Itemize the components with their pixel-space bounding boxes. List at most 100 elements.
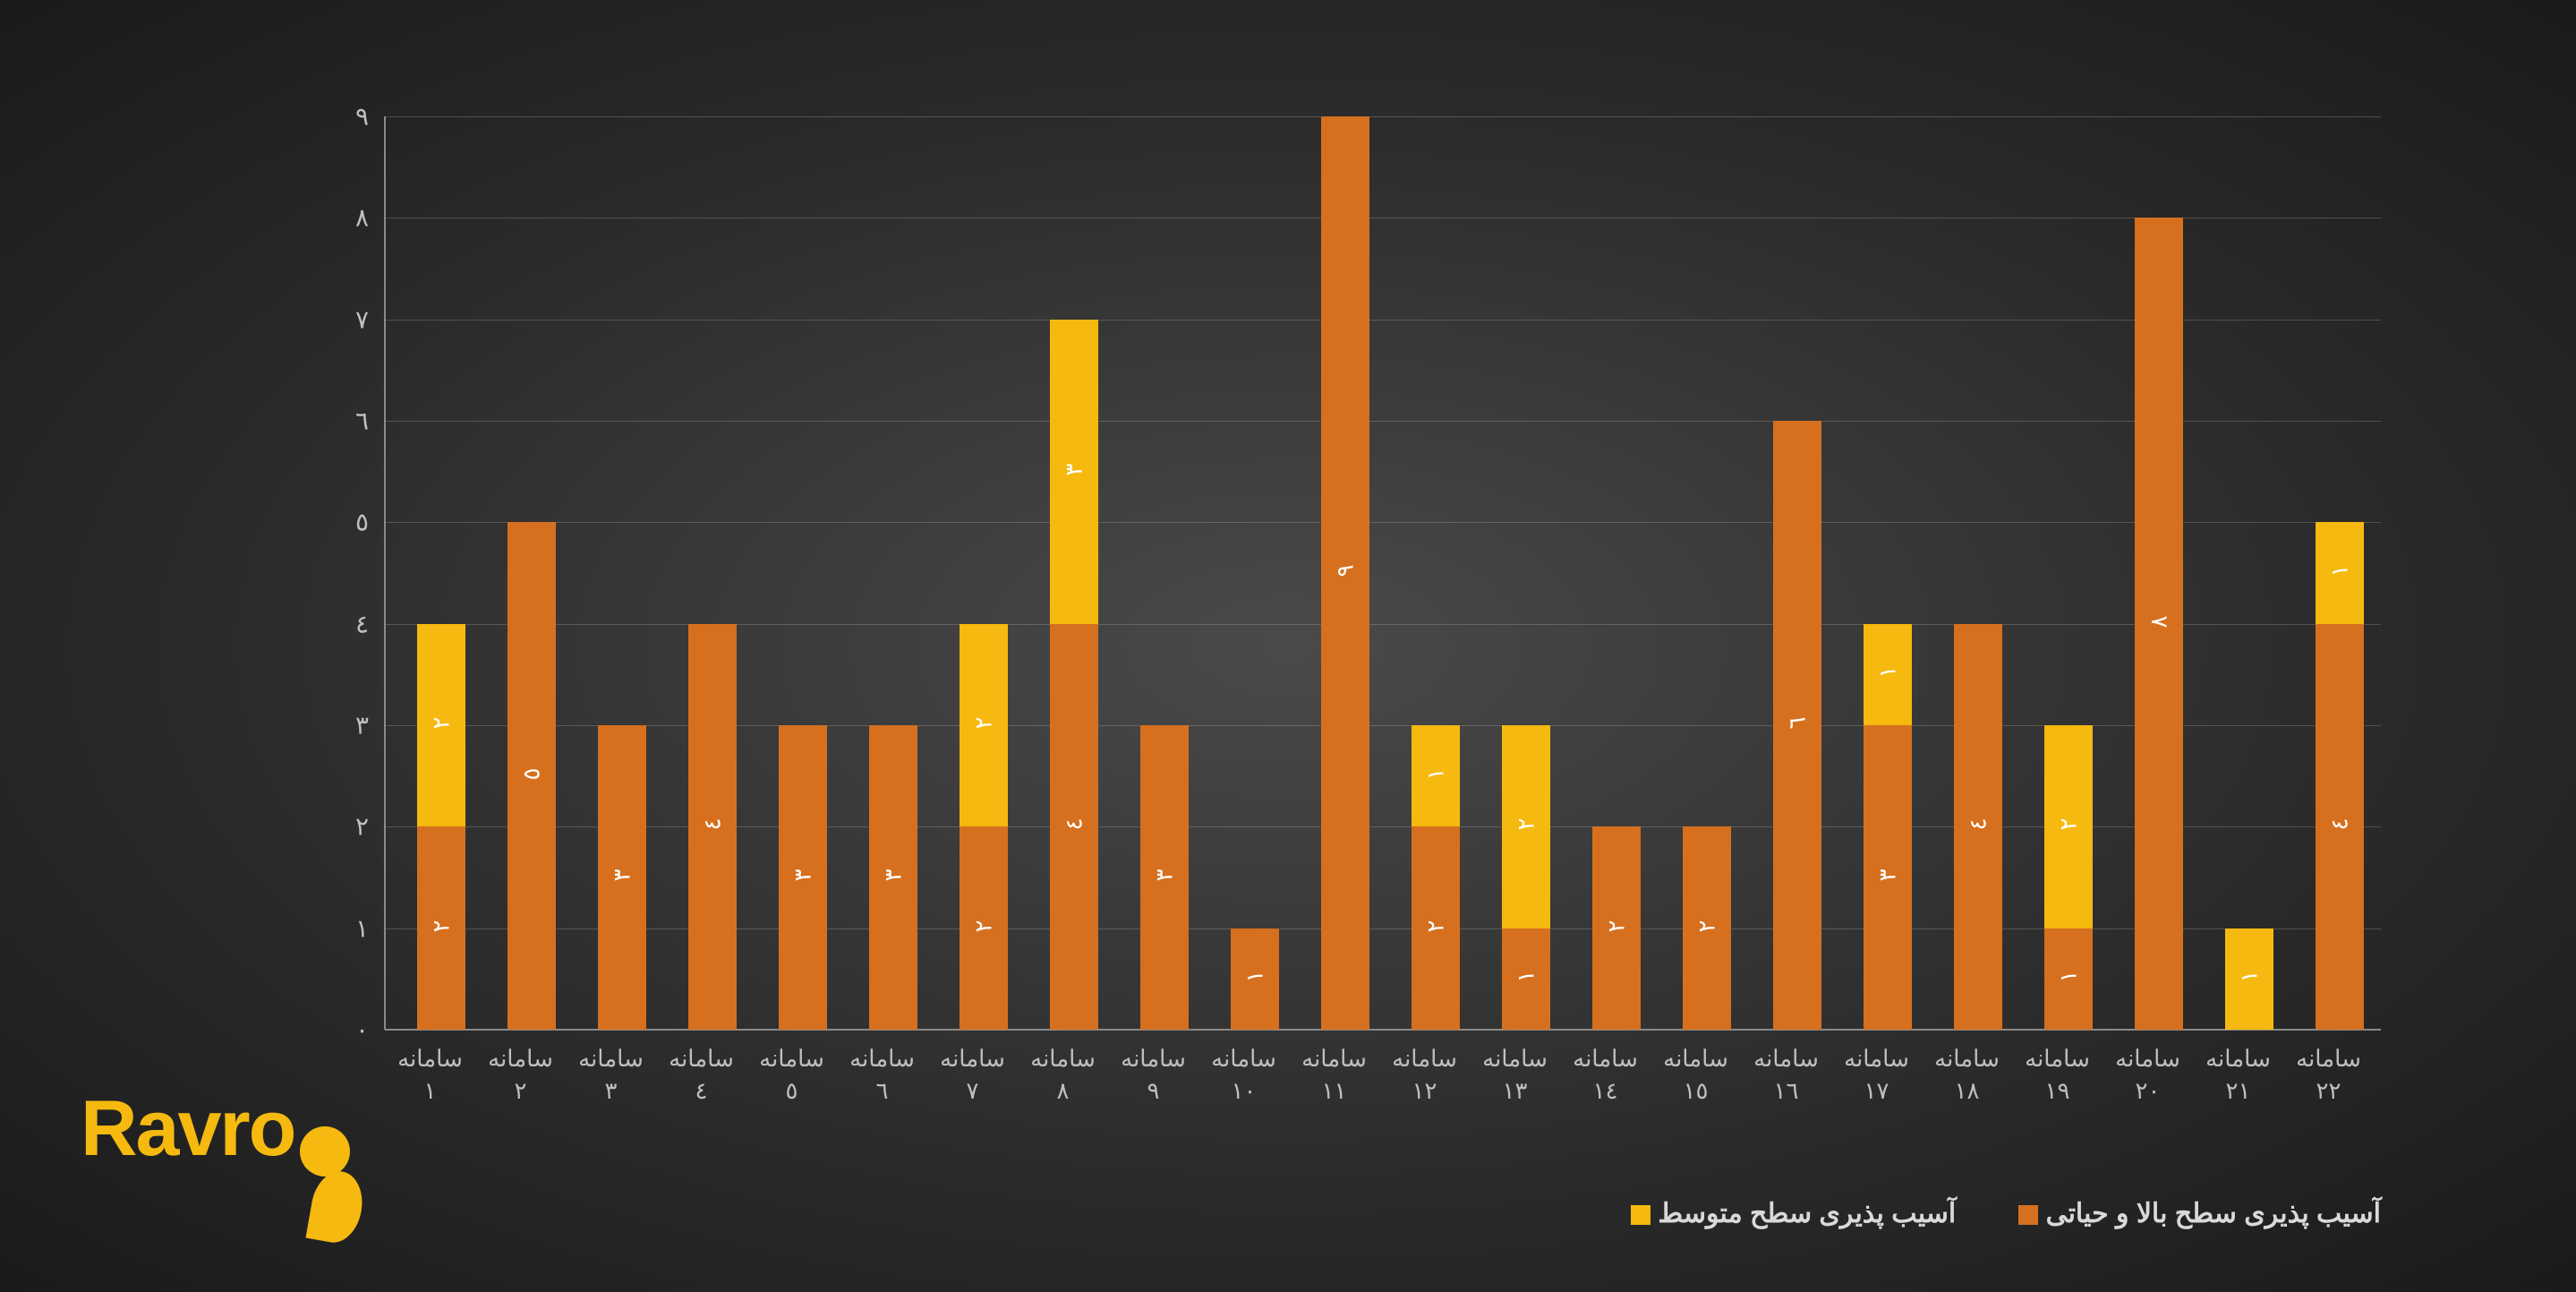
- bar-1: ٢٢: [417, 116, 465, 1030]
- bar-value-mid: ٢: [2054, 818, 2082, 831]
- y-tick: ١: [355, 913, 385, 943]
- x-label: سامانه١١: [1289, 1030, 1379, 1108]
- bar-value-high: ٣: [608, 869, 635, 882]
- y-tick: ٣: [355, 711, 385, 740]
- bar-seg-high: ٤: [2316, 624, 2364, 1030]
- ravro-logo: Ravro: [81, 1082, 362, 1243]
- bar-5: ٣: [779, 116, 827, 1030]
- bar-seg-high: ٤: [1954, 624, 2002, 1030]
- y-tick: ٠: [355, 1015, 385, 1045]
- bar-value-mid: ١: [2235, 971, 2263, 983]
- bar-value-mid: ١: [1873, 666, 1901, 679]
- bar-value-high: ١: [1241, 971, 1268, 983]
- bar-6: ٣: [869, 116, 917, 1030]
- bar-value-high: ٢: [1421, 920, 1449, 932]
- bar-seg-high: ٢: [960, 826, 1008, 1030]
- x-label: سامانه١٨: [1922, 1030, 2012, 1108]
- y-tick: ٩: [355, 102, 385, 132]
- bar-seg-high: ١: [2044, 928, 2093, 1030]
- x-label: سامانه١٩: [2012, 1030, 2103, 1108]
- x-label: سامانه١٠: [1198, 1030, 1289, 1108]
- legend-swatch-mid: [1631, 1205, 1651, 1225]
- bar-14: ٢: [1592, 116, 1641, 1030]
- bar-17: ٣١: [1864, 116, 1912, 1030]
- y-tick: ٤: [355, 609, 385, 638]
- legend-label-high: آسیب پذیری سطح بالا و حیاتی: [2046, 1199, 2381, 1228]
- bar-value-high: ٩: [1331, 565, 1359, 578]
- bar-value-mid: ٣: [1060, 463, 1088, 475]
- bar-value-high: ١: [2054, 971, 2082, 983]
- bar-15: ٢: [1683, 116, 1731, 1030]
- bar-9: ٣: [1140, 116, 1189, 1030]
- legend-item-mid: آسیب پذیری سطح متوسط: [1622, 1198, 1956, 1229]
- y-tick: ٢: [355, 812, 385, 842]
- x-label: سامانه١٣: [1470, 1030, 1560, 1108]
- bar-seg-high: ٣: [779, 725, 827, 1030]
- bar-value-high: ٤: [2325, 818, 2353, 831]
- bar-12: ٢١: [1412, 116, 1460, 1030]
- x-label: سامانه١٤: [1560, 1030, 1651, 1108]
- bar-seg-mid: ٢: [960, 624, 1008, 827]
- bar-seg-high: ٩: [1321, 116, 1369, 1030]
- bar-seg-high: ٣: [1864, 725, 1912, 1030]
- bar-seg-high: ٢: [1412, 826, 1460, 1030]
- legend-item-high: آسیب پذیری سطح بالا و حیاتی: [2009, 1198, 2381, 1229]
- bar-seg-mid: ١: [1864, 624, 1912, 725]
- bar-seg-mid: ٢: [417, 624, 465, 827]
- bar-value-high: ٢: [1602, 920, 1630, 932]
- bar-value-mid: ٢: [1512, 818, 1540, 831]
- bar-seg-high: ١: [1502, 928, 1550, 1030]
- bar-16: ٦: [1773, 116, 1821, 1030]
- x-label: سامانه١٧: [1831, 1030, 1922, 1108]
- bar-value-mid: ١: [2325, 565, 2353, 578]
- legend-swatch-high: [2018, 1205, 2038, 1225]
- bar-seg-mid: ٢: [1502, 725, 1550, 928]
- bar-seg-high: ٦: [1773, 421, 1821, 1030]
- x-label: سامانه٤: [656, 1030, 746, 1108]
- bar-seg-high: ٣: [1140, 725, 1189, 1030]
- bar-value-high: ٢: [1693, 920, 1720, 932]
- x-label: سامانه٨: [1018, 1030, 1108, 1108]
- bar-2: ٥: [508, 116, 556, 1030]
- x-label: سامانه١٥: [1651, 1030, 1741, 1108]
- bar-value-high: ٤: [698, 818, 726, 831]
- legend: آسیب پذیری سطح بالا و حیاتی آسیب پذیری س…: [1622, 1198, 2381, 1229]
- bar-value-high: ٣: [789, 869, 816, 882]
- x-label: سامانه٢٢: [2283, 1030, 2374, 1108]
- bar-seg-high: ٤: [1050, 624, 1098, 1030]
- y-tick: ٨: [355, 203, 385, 233]
- x-label: سامانه٥: [746, 1030, 837, 1108]
- bar-19: ١٢: [2044, 116, 2093, 1030]
- bar-value-high: ٢: [969, 920, 997, 932]
- bar-value-high: ٨: [2145, 615, 2172, 628]
- bar-value-high: ٦: [1783, 717, 1811, 730]
- bar-11: ٩: [1321, 116, 1369, 1030]
- bar-value-high: ١: [1512, 971, 1540, 983]
- bar-value-high: ٥: [517, 767, 545, 780]
- bar-seg-high: ٥: [508, 522, 556, 1030]
- logo-dot-icon: [300, 1126, 350, 1176]
- bar-seg-high: ١: [1231, 928, 1279, 1030]
- x-label: سامانه١٦: [1741, 1030, 1831, 1108]
- bar-seg-high: ٨: [2135, 218, 2183, 1030]
- bar-seg-high: ٣: [869, 725, 917, 1030]
- bar-18: ٤: [1954, 116, 2002, 1030]
- bar-seg-mid: ٢: [2044, 725, 2093, 928]
- bars-container: ٢٢٥٣٤٣٣٢٢٤٣٣١٩٢١١٢٢٢٦٣١٤١٢٨١٤١: [385, 116, 2381, 1030]
- bar-seg-mid: ١: [1412, 725, 1460, 826]
- x-label: سامانه٢٠: [2103, 1030, 2193, 1108]
- y-tick: ٥: [355, 508, 385, 537]
- y-tick: ٧: [355, 304, 385, 334]
- x-label: سامانه٩: [1108, 1030, 1198, 1108]
- bar-value-high: ٣: [1873, 869, 1901, 882]
- x-label: سامانه١٢: [1379, 1030, 1470, 1108]
- bar-seg-high: ٢: [1683, 826, 1731, 1030]
- x-label: سامانه١: [385, 1030, 475, 1108]
- legend-label-mid: آسیب پذیری سطح متوسط: [1658, 1199, 1956, 1228]
- bar-21: ١: [2225, 116, 2273, 1030]
- bar-seg-high: ٢: [1592, 826, 1641, 1030]
- bar-value-high: ٣: [879, 869, 907, 882]
- bar-7: ٢٢: [960, 116, 1008, 1030]
- x-label: سامانه٧: [927, 1030, 1018, 1108]
- bar-22: ٤١: [2316, 116, 2364, 1030]
